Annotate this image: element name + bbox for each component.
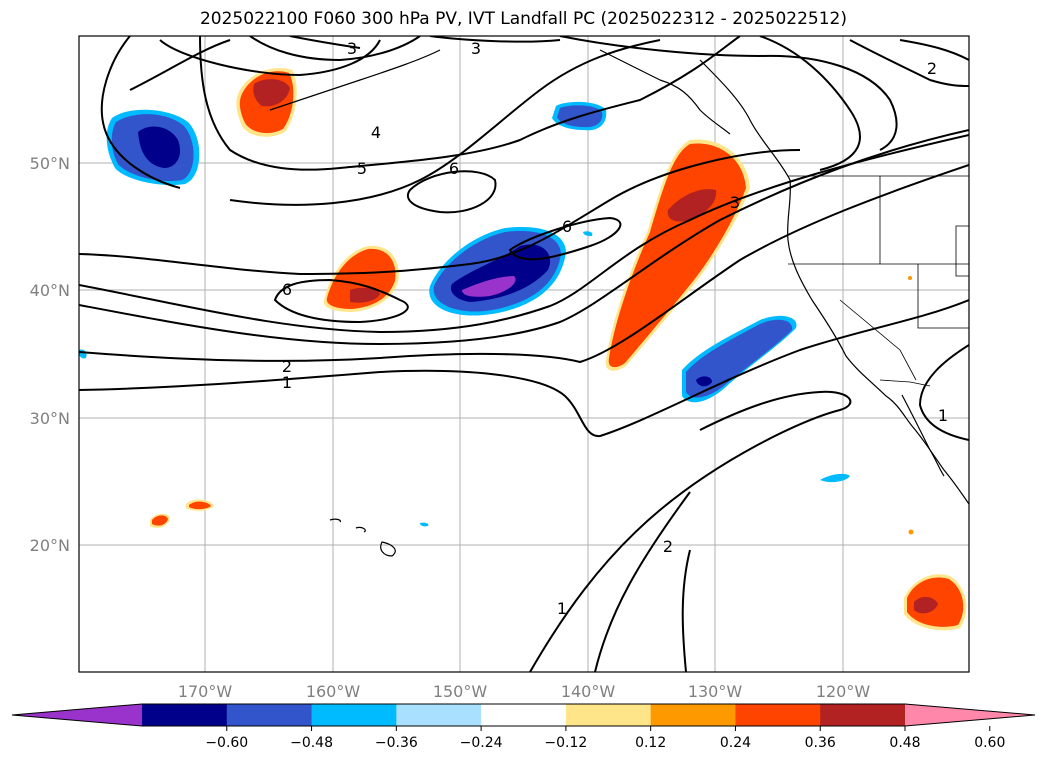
contour-labels: 3 3 2 4 5 6 6 6 3 2 1 1 1 2 1 — [282, 39, 948, 618]
colorbar-extend-low — [12, 704, 142, 726]
colorbar-segment — [226, 704, 313, 726]
lon-label-140w: 140°W — [561, 682, 616, 701]
map-title: 2025022100 F060 300 hPa PV, IVT Landfall… — [199, 9, 847, 29]
lon-label-120w: 120°W — [816, 682, 871, 701]
colorbar-segment — [735, 704, 821, 726]
contour-label: 2 — [663, 537, 673, 556]
contour-label: 3 — [471, 39, 481, 58]
lon-label-130w: 130°W — [688, 682, 743, 701]
contour-label: 6 — [562, 217, 572, 236]
colorbar-segment — [142, 704, 228, 726]
lon-label-170w: 170°W — [178, 682, 233, 701]
coastlines — [269, 49, 969, 557]
gridlines — [79, 36, 969, 672]
lon-label-160w: 160°W — [306, 682, 361, 701]
colorbar-tick-label: 0.60 — [974, 735, 1005, 751]
lat-labels: 50°N 40°N 30°N 20°N — [30, 154, 70, 555]
colorbar-tick-label: −0.60 — [205, 735, 248, 751]
colorbar-tick-label: −0.48 — [290, 735, 333, 751]
contour-label: 6 — [282, 280, 292, 299]
colorbar-segment — [650, 704, 736, 726]
contour-label: 1 — [282, 373, 292, 392]
colorbar-segment — [481, 704, 567, 726]
colorbar-tick-label: 0.24 — [720, 735, 751, 751]
contour-label: 1 — [938, 406, 948, 425]
lon-labels: 170°W 160°W 150°W 140°W 130°W 120°W — [178, 682, 871, 701]
contour-label: 2 — [927, 59, 937, 78]
pv-positive-shading — [150, 68, 967, 631]
lat-label-30: 30°N — [30, 409, 70, 428]
colorbar-tick-label: 0.48 — [889, 735, 920, 751]
colorbar: −0.60 −0.48 −0.36 −0.24 −0.12 0.12 0.24 0.36 0.4… — [11, 703, 1036, 751]
colorbar-tick-label: 0.12 — [635, 735, 666, 751]
contour-label: 3 — [730, 193, 740, 212]
lat-label-50: 50°N — [30, 154, 70, 173]
colorbar-tick-label: −0.36 — [375, 735, 418, 751]
contour-lines — [79, 36, 969, 672]
colorbar-segment — [396, 704, 482, 726]
contour-label: 6 — [449, 159, 459, 178]
lat-label-40: 40°N — [30, 281, 70, 300]
colorbar-extend-high — [905, 704, 1035, 726]
colorbar-outline — [11, 703, 1036, 727]
colorbar-tick-label: −0.24 — [460, 735, 503, 751]
colorbar-tick-label: −0.12 — [544, 735, 587, 751]
contour-label: 2 — [282, 357, 292, 376]
colorbar-segment — [311, 704, 397, 726]
colorbar-tick-label: 0.36 — [805, 735, 836, 751]
colorbar-segment — [820, 704, 906, 726]
contour-label: 5 — [357, 159, 367, 178]
contour-label: 3 — [347, 39, 357, 58]
contour-label: 4 — [371, 123, 381, 142]
contour-label: 1 — [557, 599, 567, 618]
lon-label-150w: 150°W — [433, 682, 488, 701]
state-borders — [788, 175, 969, 387]
lat-label-20: 20°N — [30, 536, 70, 555]
map-frame — [78, 35, 970, 673]
colorbar-segment — [565, 704, 652, 726]
